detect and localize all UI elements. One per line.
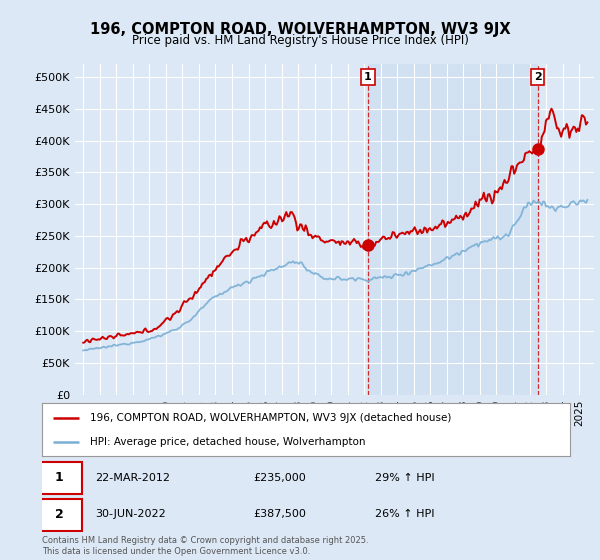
Text: Price paid vs. HM Land Registry's House Price Index (HPI): Price paid vs. HM Land Registry's House … [131,34,469,46]
Text: 30-JUN-2022: 30-JUN-2022 [95,510,166,519]
Text: 26% ↑ HPI: 26% ↑ HPI [374,510,434,519]
Text: 1: 1 [364,72,372,82]
Text: 196, COMPTON ROAD, WOLVERHAMPTON, WV3 9JX (detached house): 196, COMPTON ROAD, WOLVERHAMPTON, WV3 9J… [89,413,451,423]
Text: 22-MAR-2012: 22-MAR-2012 [95,473,170,483]
Text: 29% ↑ HPI: 29% ↑ HPI [374,473,434,483]
Text: Contains HM Land Registry data © Crown copyright and database right 2025.
This d: Contains HM Land Registry data © Crown c… [42,536,368,556]
Text: 196, COMPTON ROAD, WOLVERHAMPTON, WV3 9JX: 196, COMPTON ROAD, WOLVERHAMPTON, WV3 9J… [89,22,511,38]
Text: £235,000: £235,000 [253,473,306,483]
Bar [368,64,538,395]
FancyBboxPatch shape [37,499,82,530]
Text: 2: 2 [534,72,542,82]
FancyBboxPatch shape [37,463,82,494]
Text: 1: 1 [55,472,64,484]
Text: 2: 2 [55,508,64,521]
Text: HPI: Average price, detached house, Wolverhampton: HPI: Average price, detached house, Wolv… [89,437,365,447]
Text: £387,500: £387,500 [253,510,306,519]
